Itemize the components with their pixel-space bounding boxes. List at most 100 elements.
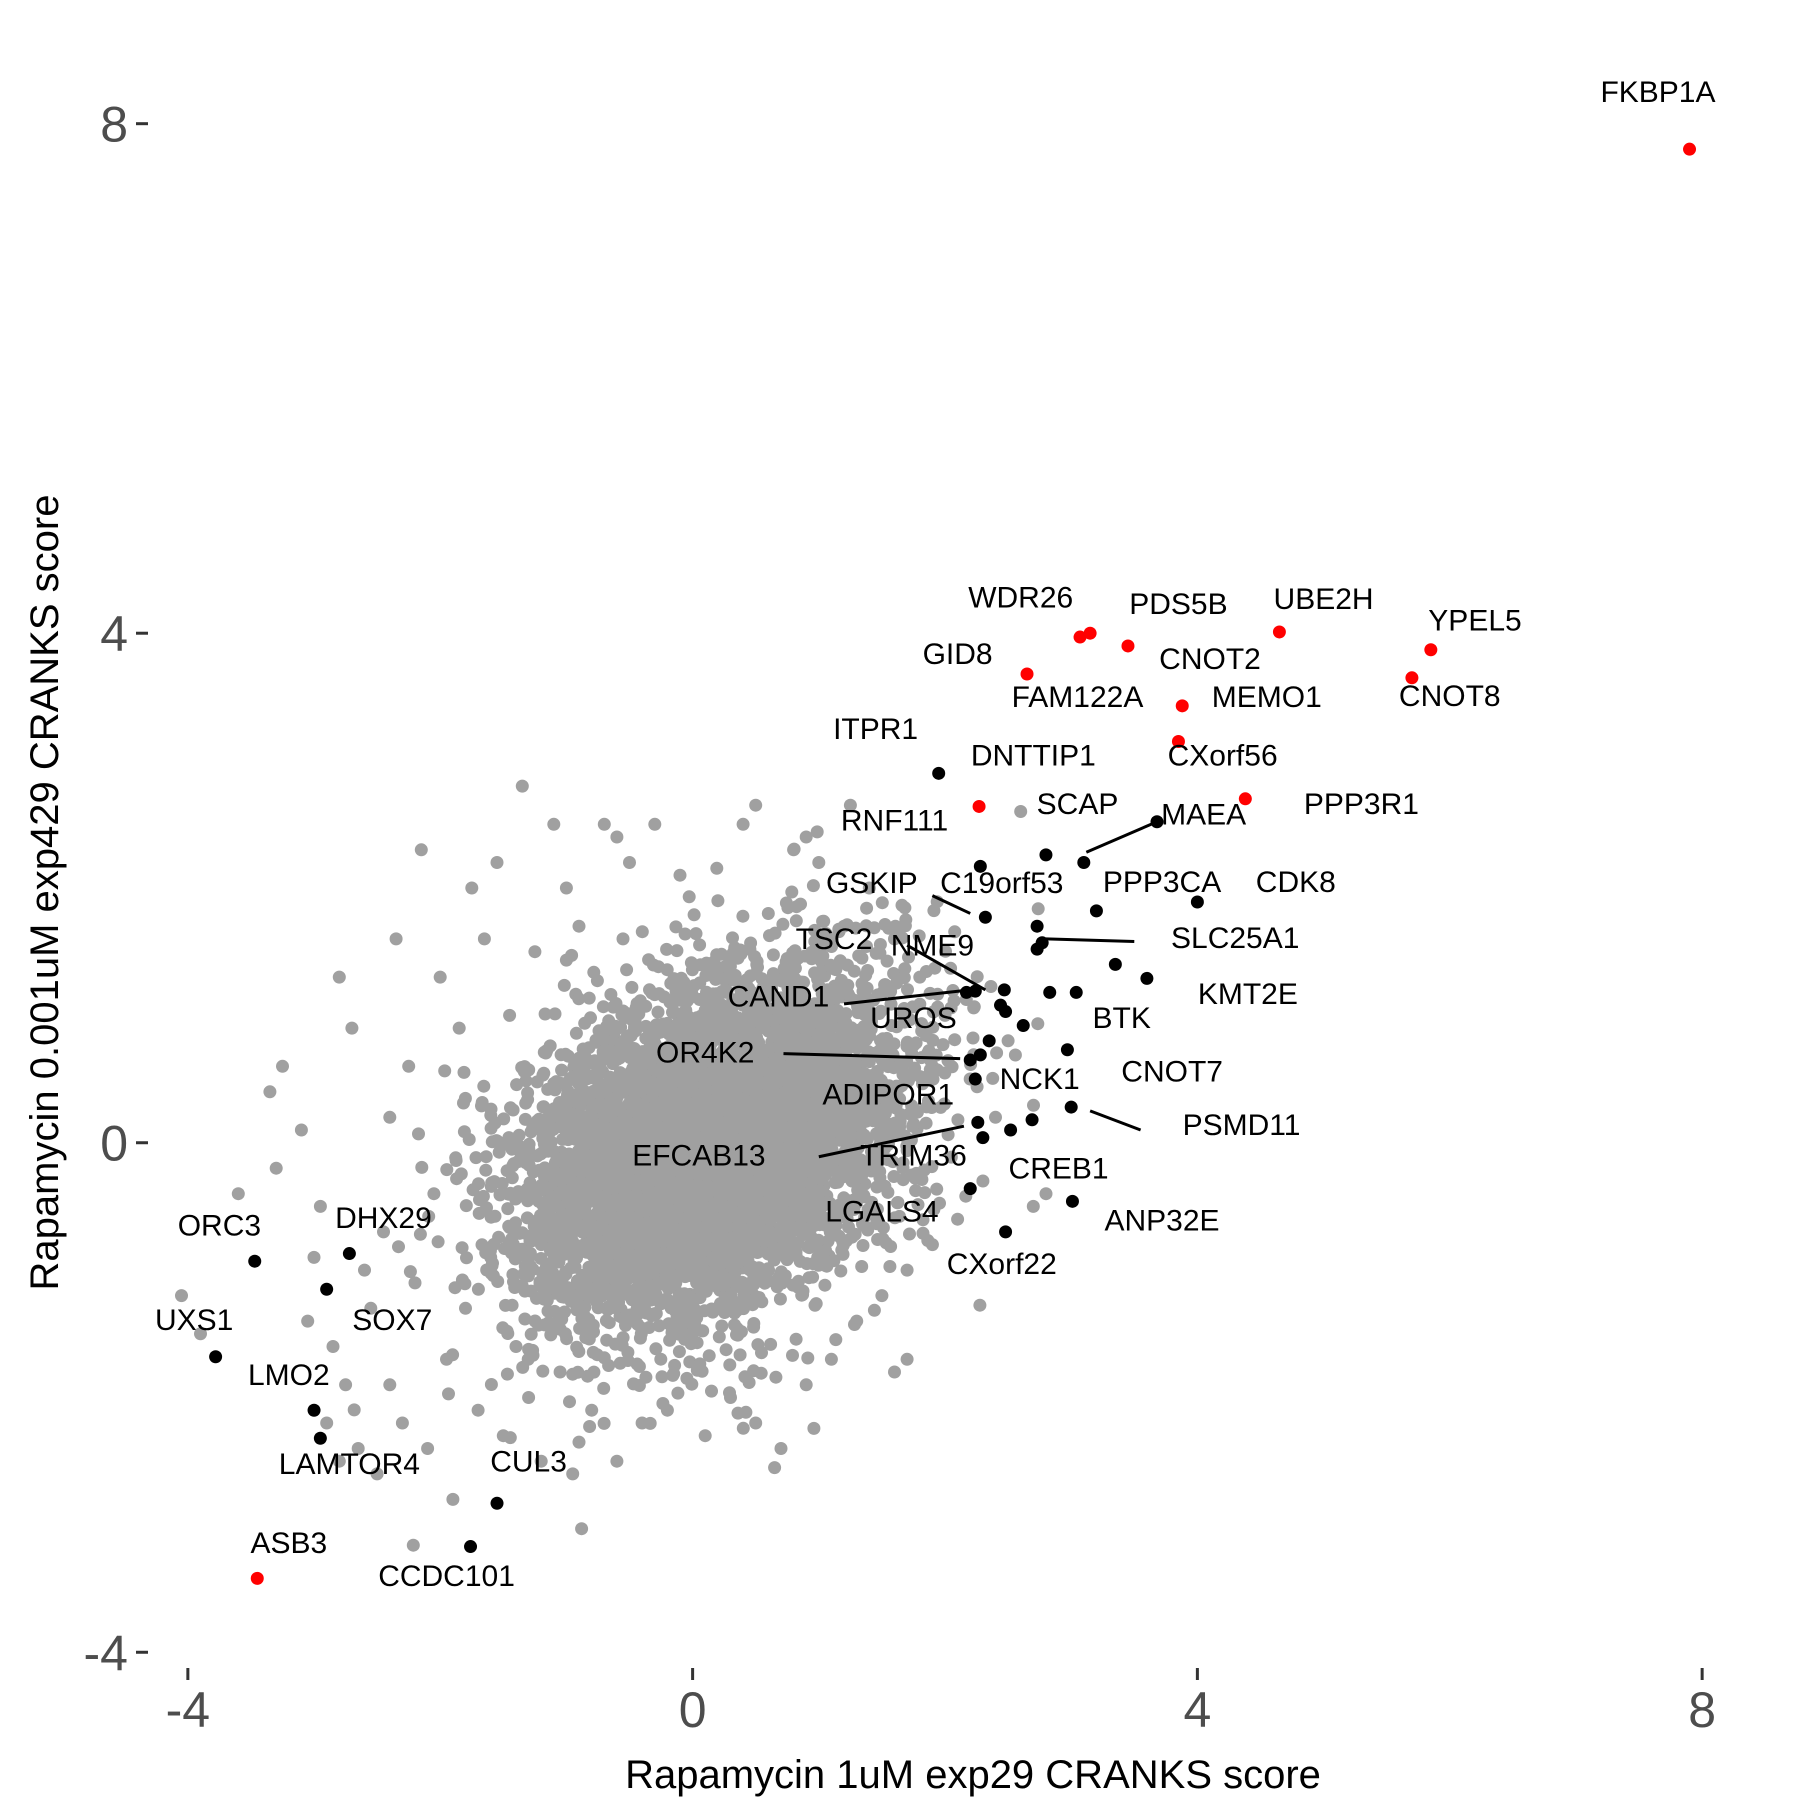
background-point	[616, 1331, 630, 1345]
background-point	[455, 1241, 469, 1255]
background-point	[1031, 1017, 1045, 1031]
background-point	[431, 1235, 445, 1249]
background-point	[440, 1163, 454, 1177]
background-point	[764, 1337, 778, 1351]
background-point	[880, 954, 894, 968]
background-point	[702, 1349, 716, 1363]
background-point	[457, 1065, 471, 1079]
background-point	[678, 927, 692, 941]
background-point	[627, 1377, 640, 1391]
background-point	[618, 1011, 632, 1025]
background-point	[900, 1035, 914, 1049]
background-point	[855, 1260, 869, 1273]
background-point	[578, 1016, 592, 1030]
background-point	[903, 1227, 916, 1241]
background-point	[403, 1265, 417, 1279]
background-point	[801, 1351, 815, 1365]
background-point	[682, 890, 696, 904]
background-point	[926, 1005, 940, 1019]
background-point	[613, 1356, 627, 1370]
background-point	[438, 1064, 452, 1078]
background-point	[916, 1226, 930, 1240]
background-point	[500, 1367, 514, 1381]
background-point	[807, 1421, 821, 1435]
background-point	[930, 1182, 944, 1196]
background-point	[493, 1188, 507, 1202]
background-point	[544, 1328, 558, 1342]
background-point	[733, 1348, 747, 1362]
background-point	[649, 1342, 663, 1356]
background-point	[518, 1112, 532, 1126]
background-point	[886, 1048, 900, 1062]
background-point	[680, 1371, 694, 1385]
background-point	[507, 1275, 520, 1289]
background-point	[747, 1320, 761, 1334]
background-point	[479, 1163, 493, 1177]
background-point	[484, 1378, 498, 1391]
background-point	[927, 904, 941, 918]
background-point	[1031, 902, 1045, 916]
background-point	[671, 1386, 685, 1400]
background-point	[878, 1179, 892, 1193]
background-point	[715, 1319, 729, 1333]
background-point	[690, 1363, 704, 1377]
background-point	[458, 1277, 472, 1291]
background-point	[565, 948, 579, 962]
background-point	[834, 1264, 848, 1278]
background-point	[487, 1175, 501, 1189]
background-point	[563, 1395, 576, 1409]
background-point	[951, 1113, 965, 1127]
background-point	[731, 1406, 745, 1420]
background-point	[523, 1259, 537, 1273]
background-point	[520, 1211, 534, 1225]
background-point	[710, 861, 724, 875]
background-point	[602, 1359, 616, 1372]
background-point	[806, 879, 820, 893]
background-point	[742, 1376, 756, 1389]
background-point	[781, 901, 795, 915]
background-point	[973, 1298, 987, 1312]
background-point	[901, 983, 914, 997]
background-point	[685, 963, 699, 977]
background-point	[590, 1238, 604, 1252]
background-points	[175, 779, 1053, 1552]
background-point	[651, 1005, 665, 1019]
background-point	[557, 978, 571, 992]
background-point	[558, 1305, 571, 1319]
background-point	[683, 1355, 697, 1369]
background-point	[600, 1333, 614, 1347]
background-point	[576, 1225, 589, 1239]
background-point	[786, 1348, 799, 1362]
background-point	[583, 1420, 597, 1433]
background-point	[887, 967, 901, 980]
background-point	[840, 958, 854, 972]
background-point	[984, 980, 998, 993]
background-point	[808, 923, 822, 937]
background-point	[897, 971, 911, 985]
background-point	[462, 1133, 476, 1146]
background-point	[518, 1060, 532, 1074]
background-point	[672, 1345, 686, 1359]
background-point	[715, 947, 728, 961]
background-point	[625, 980, 639, 994]
background-point	[523, 1179, 537, 1193]
background-point	[501, 1327, 515, 1340]
background-point	[769, 1370, 783, 1384]
background-point	[689, 927, 703, 941]
background-point	[831, 1175, 845, 1189]
background-point	[986, 1071, 1000, 1085]
background-point	[524, 1327, 538, 1341]
background-point	[829, 1333, 843, 1347]
background-point	[518, 1312, 532, 1326]
background-point	[836, 1247, 850, 1261]
background-point	[460, 1251, 473, 1265]
background-point	[693, 938, 707, 952]
background-point	[569, 1026, 583, 1040]
background-point	[537, 1045, 551, 1059]
background-point	[736, 909, 750, 923]
background-point	[633, 1331, 647, 1345]
background-point	[856, 1239, 870, 1252]
background-point	[736, 1421, 750, 1435]
background-point	[635, 925, 649, 939]
